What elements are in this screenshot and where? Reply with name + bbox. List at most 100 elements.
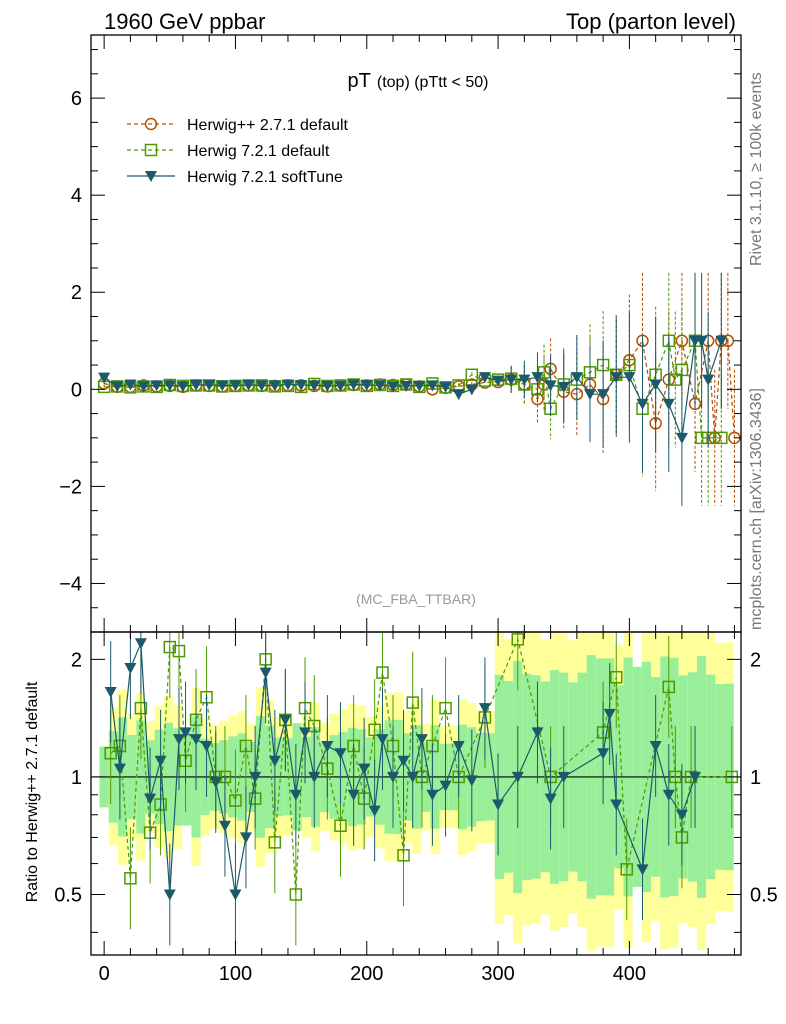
data-point xyxy=(308,380,321,392)
ratio-y-tick-label-right: 0.5 xyxy=(750,885,778,907)
data-point xyxy=(623,372,636,384)
ratio-point xyxy=(511,633,525,646)
ratio-y-tick-label: 2 xyxy=(71,649,82,671)
data-point xyxy=(478,372,491,384)
ratio-point xyxy=(239,832,252,844)
data-point xyxy=(675,334,689,348)
ratio-point xyxy=(636,864,649,876)
x-tick-label: 300 xyxy=(481,963,514,985)
data-point xyxy=(505,374,518,386)
title-main: pT xyxy=(348,70,371,92)
ratio-bands xyxy=(91,632,741,952)
y-tick-label: −4 xyxy=(59,573,82,595)
legend-entry-2: Herwig 7.2.1 default xyxy=(127,143,330,160)
data-point xyxy=(124,379,137,391)
data-point xyxy=(176,381,189,393)
main-title: pT (top) (pTtt < 50) xyxy=(348,70,489,92)
ratio-point xyxy=(124,872,137,885)
ratio-point xyxy=(229,794,242,807)
y-tick-label: 6 xyxy=(71,88,82,110)
y-tick-label: 2 xyxy=(71,282,82,304)
ratio-point xyxy=(376,666,389,679)
ratio-point xyxy=(511,771,524,783)
legend-marker-2 xyxy=(144,143,158,157)
ratio-point xyxy=(406,771,419,783)
ratio-point xyxy=(620,863,634,876)
data-point xyxy=(531,372,544,384)
data-point xyxy=(662,398,675,410)
data-point xyxy=(400,380,413,392)
legend-label-3: Herwig 7.2.1 softTune xyxy=(187,169,343,186)
x-tick-label: 400 xyxy=(613,963,646,985)
ratio-point xyxy=(557,771,570,783)
ratio-point xyxy=(200,741,213,753)
data-point xyxy=(347,379,360,391)
ratio-point xyxy=(321,741,334,753)
data-point xyxy=(163,380,176,392)
ratio-point xyxy=(172,644,186,658)
ratio-point xyxy=(368,723,381,737)
ratio-point xyxy=(531,727,544,739)
watermark: (MC_FBA_TTBAR) xyxy=(356,591,476,607)
data-point xyxy=(203,379,216,391)
ratio-point xyxy=(308,771,321,783)
data-point xyxy=(570,372,583,384)
ratio-point xyxy=(334,819,347,832)
legend-marker-1 xyxy=(144,117,158,131)
ratio-point xyxy=(289,789,302,801)
data-point xyxy=(439,381,452,393)
data-point xyxy=(610,372,623,384)
data-point xyxy=(695,431,708,445)
axes-layer: 0 100 200 300 400 −4 −2 0 2 4 6 0.5 0.5 1 1 2 2 xyxy=(54,34,778,985)
header-left: 1960 GeV ppbar xyxy=(104,9,265,34)
ratio-point xyxy=(397,849,410,862)
ratio-point xyxy=(649,741,662,753)
data-point xyxy=(465,384,478,396)
ratio-point xyxy=(439,701,452,715)
ratio-point xyxy=(289,888,303,901)
data-point xyxy=(295,379,308,391)
ratio-point xyxy=(376,734,389,746)
data-point xyxy=(111,381,124,393)
ratio-point xyxy=(163,640,177,654)
ratio-point xyxy=(154,755,167,767)
ratio-y-tick-label-right: 1 xyxy=(750,767,761,789)
ratio-point xyxy=(669,770,682,784)
ratio-point xyxy=(209,777,222,789)
data-point xyxy=(695,335,708,347)
series-line xyxy=(103,338,735,438)
ratio-point xyxy=(268,755,281,767)
legend-label-2: Herwig 7.2.1 default xyxy=(187,143,330,160)
ratio-point xyxy=(406,696,419,709)
ratio-point xyxy=(104,746,117,760)
ratio-point xyxy=(172,734,185,746)
x-tick-label: 200 xyxy=(350,963,383,985)
ratio-point xyxy=(104,686,117,698)
data-point xyxy=(413,380,426,392)
data-point xyxy=(715,335,728,347)
ratio-point xyxy=(452,741,465,753)
data-point xyxy=(669,373,682,386)
ratio-point xyxy=(492,799,505,811)
data-point xyxy=(649,379,662,391)
ratio-point xyxy=(124,663,137,675)
ratio-point xyxy=(397,755,410,767)
x-tick-label: 100 xyxy=(219,963,252,985)
data-point xyxy=(334,380,347,392)
ratio-y-tick-label: 1 xyxy=(71,767,82,789)
ratio-point xyxy=(229,889,242,901)
header-right: Top (parton level) xyxy=(566,9,736,34)
ratio-frame xyxy=(90,631,742,956)
ratio-point xyxy=(603,708,616,720)
ratio-point xyxy=(268,836,282,849)
ratio-point xyxy=(179,727,192,739)
data-point xyxy=(544,380,557,392)
mcplots-label: mcplots.cern.ch [arXiv:1306.3436] xyxy=(748,388,765,630)
data-point xyxy=(557,381,570,393)
ratio-point xyxy=(358,763,371,775)
ratio-point xyxy=(426,789,439,801)
ratio-point xyxy=(675,809,688,821)
ratio-point xyxy=(259,667,272,679)
ratio-point xyxy=(299,727,312,739)
data-point xyxy=(268,380,281,392)
